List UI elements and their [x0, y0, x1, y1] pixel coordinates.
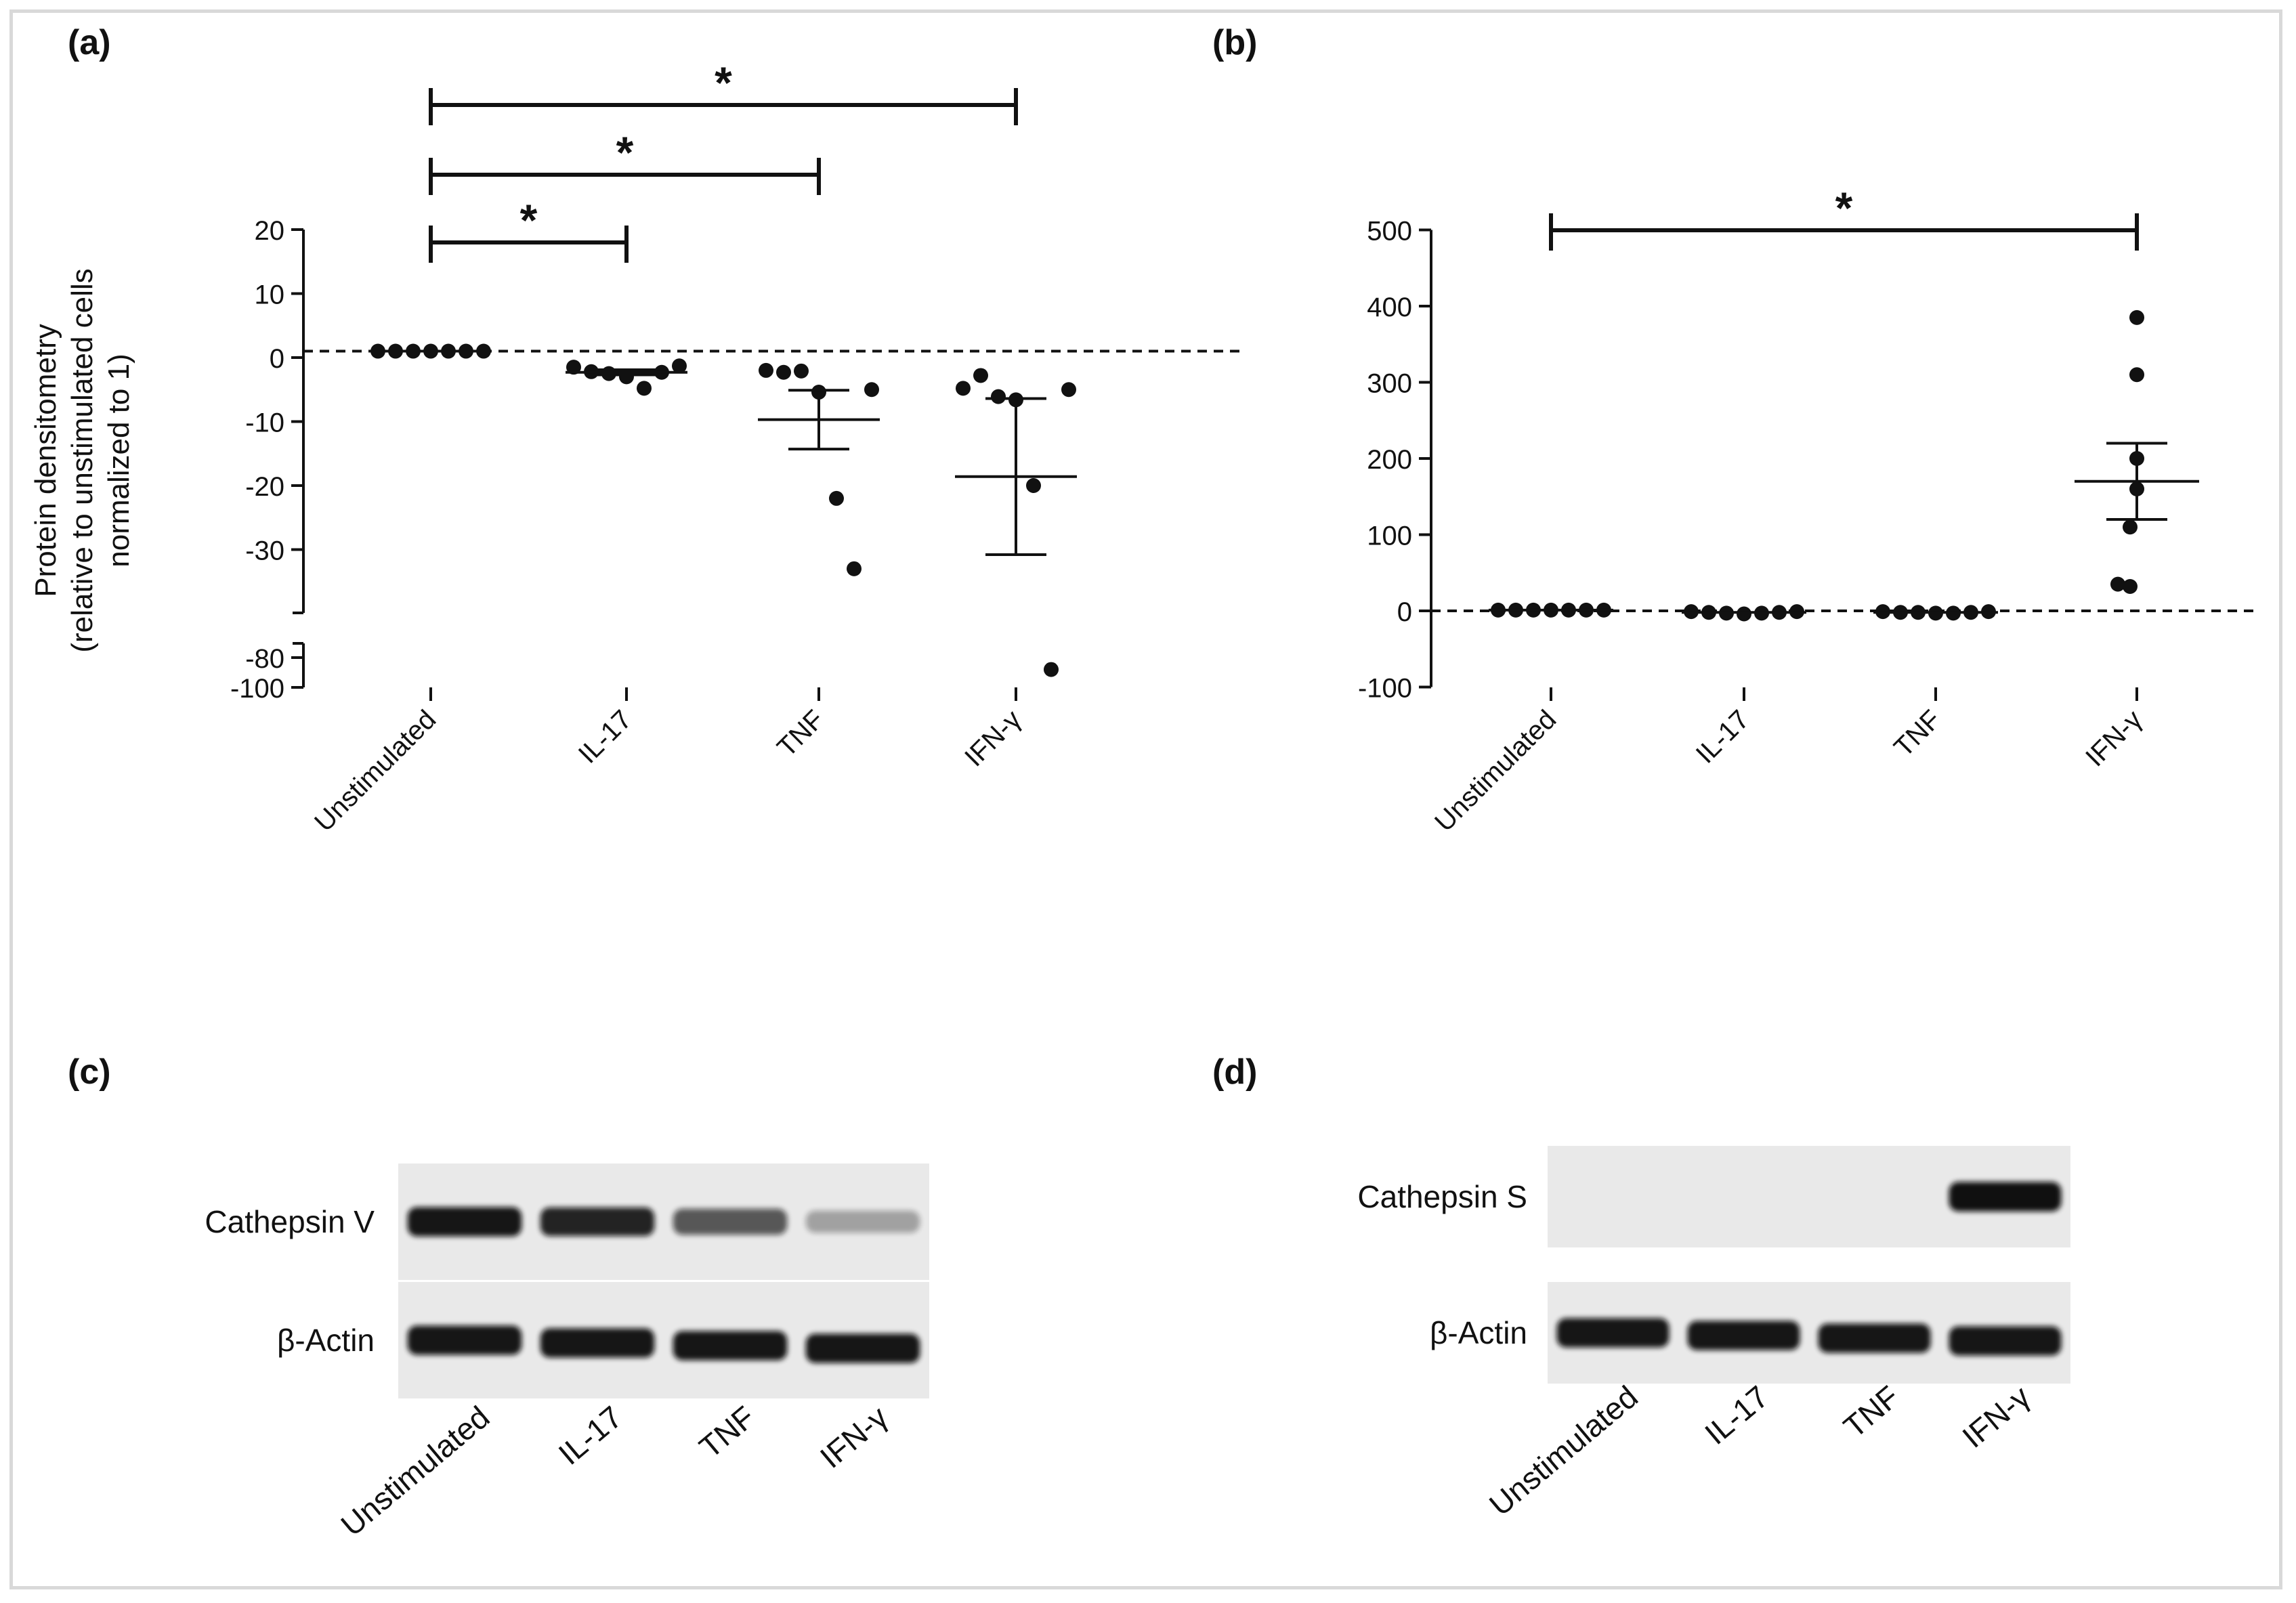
data-point — [1026, 478, 1041, 493]
y-tick-label: 500 — [1367, 217, 1412, 247]
data-point — [759, 362, 773, 378]
chart-b: 500 400 300 200 100 0 -100 Unstimulated IL-17 TNF… — [1358, 183, 2255, 837]
data-point — [2110, 576, 2125, 592]
blot-c: Cathepsin V β-Actin Unstimulated IL-17 TNF IF… — [205, 1163, 929, 1543]
data-point — [776, 364, 791, 380]
data-point — [991, 389, 1006, 404]
blot-lane-label: IL-17 — [1698, 1379, 1775, 1451]
panel-label-d: (d) — [1212, 1052, 1257, 1092]
blot-lane-label: Unstimulated — [1483, 1379, 1644, 1522]
y-tick-label: 0 — [270, 344, 284, 374]
x-tick-label: Unstimulated — [1429, 704, 1562, 837]
panel-label-a: (a) — [68, 23, 111, 62]
x-tick-label: IFN-γ — [959, 704, 1027, 772]
significance-marker: * — [520, 195, 538, 245]
x-tick-label: IL-17 — [1691, 704, 1756, 769]
data-point — [864, 382, 879, 398]
blot-band — [540, 1328, 655, 1358]
data-point — [637, 381, 652, 396]
blot-row-label: Cathepsin S — [1357, 1179, 1527, 1214]
significance-marker: * — [1835, 183, 1853, 233]
figure-frame — [9, 9, 2282, 1589]
data-point — [2123, 579, 2138, 594]
blot-row-label: β-Actin — [1430, 1315, 1527, 1350]
blot-band — [1818, 1323, 1931, 1353]
y-tick-label: -100 — [1358, 674, 1412, 704]
significance-marker: * — [715, 58, 732, 108]
data-point — [2129, 309, 2144, 325]
blot-row-label: Cathepsin V — [205, 1204, 375, 1239]
blot-lane-label: IFN-γ — [813, 1399, 895, 1475]
blot-band — [1949, 1182, 2062, 1212]
blot-band — [673, 1208, 788, 1235]
y-tick-label: 300 — [1367, 369, 1412, 399]
significance-marker: * — [616, 127, 634, 177]
blot-lane-label: Unstimulated — [334, 1399, 496, 1543]
blot-lane-label: IFN-γ — [1955, 1379, 2037, 1455]
blot-band — [540, 1207, 655, 1237]
blot-band — [673, 1331, 788, 1361]
blot-band — [805, 1333, 920, 1363]
data-point — [829, 490, 844, 506]
y-tick-label: 400 — [1367, 293, 1412, 322]
y-tick-label: 0 — [1397, 597, 1412, 627]
data-point — [566, 360, 581, 375]
data-point — [956, 381, 971, 396]
y-tick-label: -10 — [245, 408, 284, 438]
x-tick-label: TNF — [1888, 704, 1947, 763]
data-point — [2123, 519, 2138, 535]
data-point — [1044, 662, 1059, 677]
blot-band — [1556, 1318, 1670, 1348]
data-point — [1061, 382, 1076, 398]
y-axis-title-line-1: Protein densitometry — [29, 324, 62, 597]
blot-band — [407, 1325, 522, 1355]
y-tick-label: 10 — [255, 280, 285, 310]
data-point — [847, 561, 862, 576]
x-tick-label: IFN-γ — [2080, 704, 2148, 772]
y-tick-label: -20 — [245, 472, 284, 502]
data-point — [973, 368, 988, 383]
blot-band — [1687, 1321, 1800, 1350]
data-point — [1737, 606, 1751, 622]
blot-lane-label: TNF — [693, 1399, 762, 1465]
data-point — [794, 363, 809, 379]
y-axis-title-line-2: (relative to unstimulated cells — [66, 268, 99, 652]
data-point — [672, 358, 687, 374]
panel-label-b: (b) — [1212, 23, 1257, 62]
y-axis-title-line-3: normalized to 1) — [102, 354, 135, 567]
panel-label-c: (c) — [68, 1052, 111, 1092]
x-tick-label: Unstimulated — [309, 704, 442, 837]
y-tick-label: 200 — [1367, 445, 1412, 475]
y-tick-label: -80 — [245, 644, 284, 674]
blot-lane-label: TNF — [1837, 1379, 1906, 1445]
y-tick-label: -30 — [245, 536, 284, 566]
chart-a: 20 10 0 -10 -20 -30 -80-100 Unstimulated IL-17 TN… — [230, 58, 1246, 837]
blot-band — [407, 1207, 522, 1237]
blot-band — [805, 1210, 920, 1233]
blot-lane-label: IL-17 — [552, 1399, 629, 1472]
x-tick-label: IL-17 — [573, 704, 638, 769]
y-tick-label: -100 — [230, 674, 284, 704]
y-tick-label: 20 — [255, 216, 285, 246]
y-axis-title: Protein densitometry (relative to unstim… — [29, 268, 135, 652]
blot-band — [1949, 1326, 2062, 1356]
blot-d: Cathepsin S β-Actin Unstimulated IL-17 TNF IF… — [1357, 1146, 2070, 1522]
data-point — [2129, 367, 2144, 383]
x-tick-label: TNF — [771, 704, 830, 763]
y-tick-label: 100 — [1367, 521, 1412, 551]
blot-row-label: β-Actin — [277, 1323, 375, 1358]
